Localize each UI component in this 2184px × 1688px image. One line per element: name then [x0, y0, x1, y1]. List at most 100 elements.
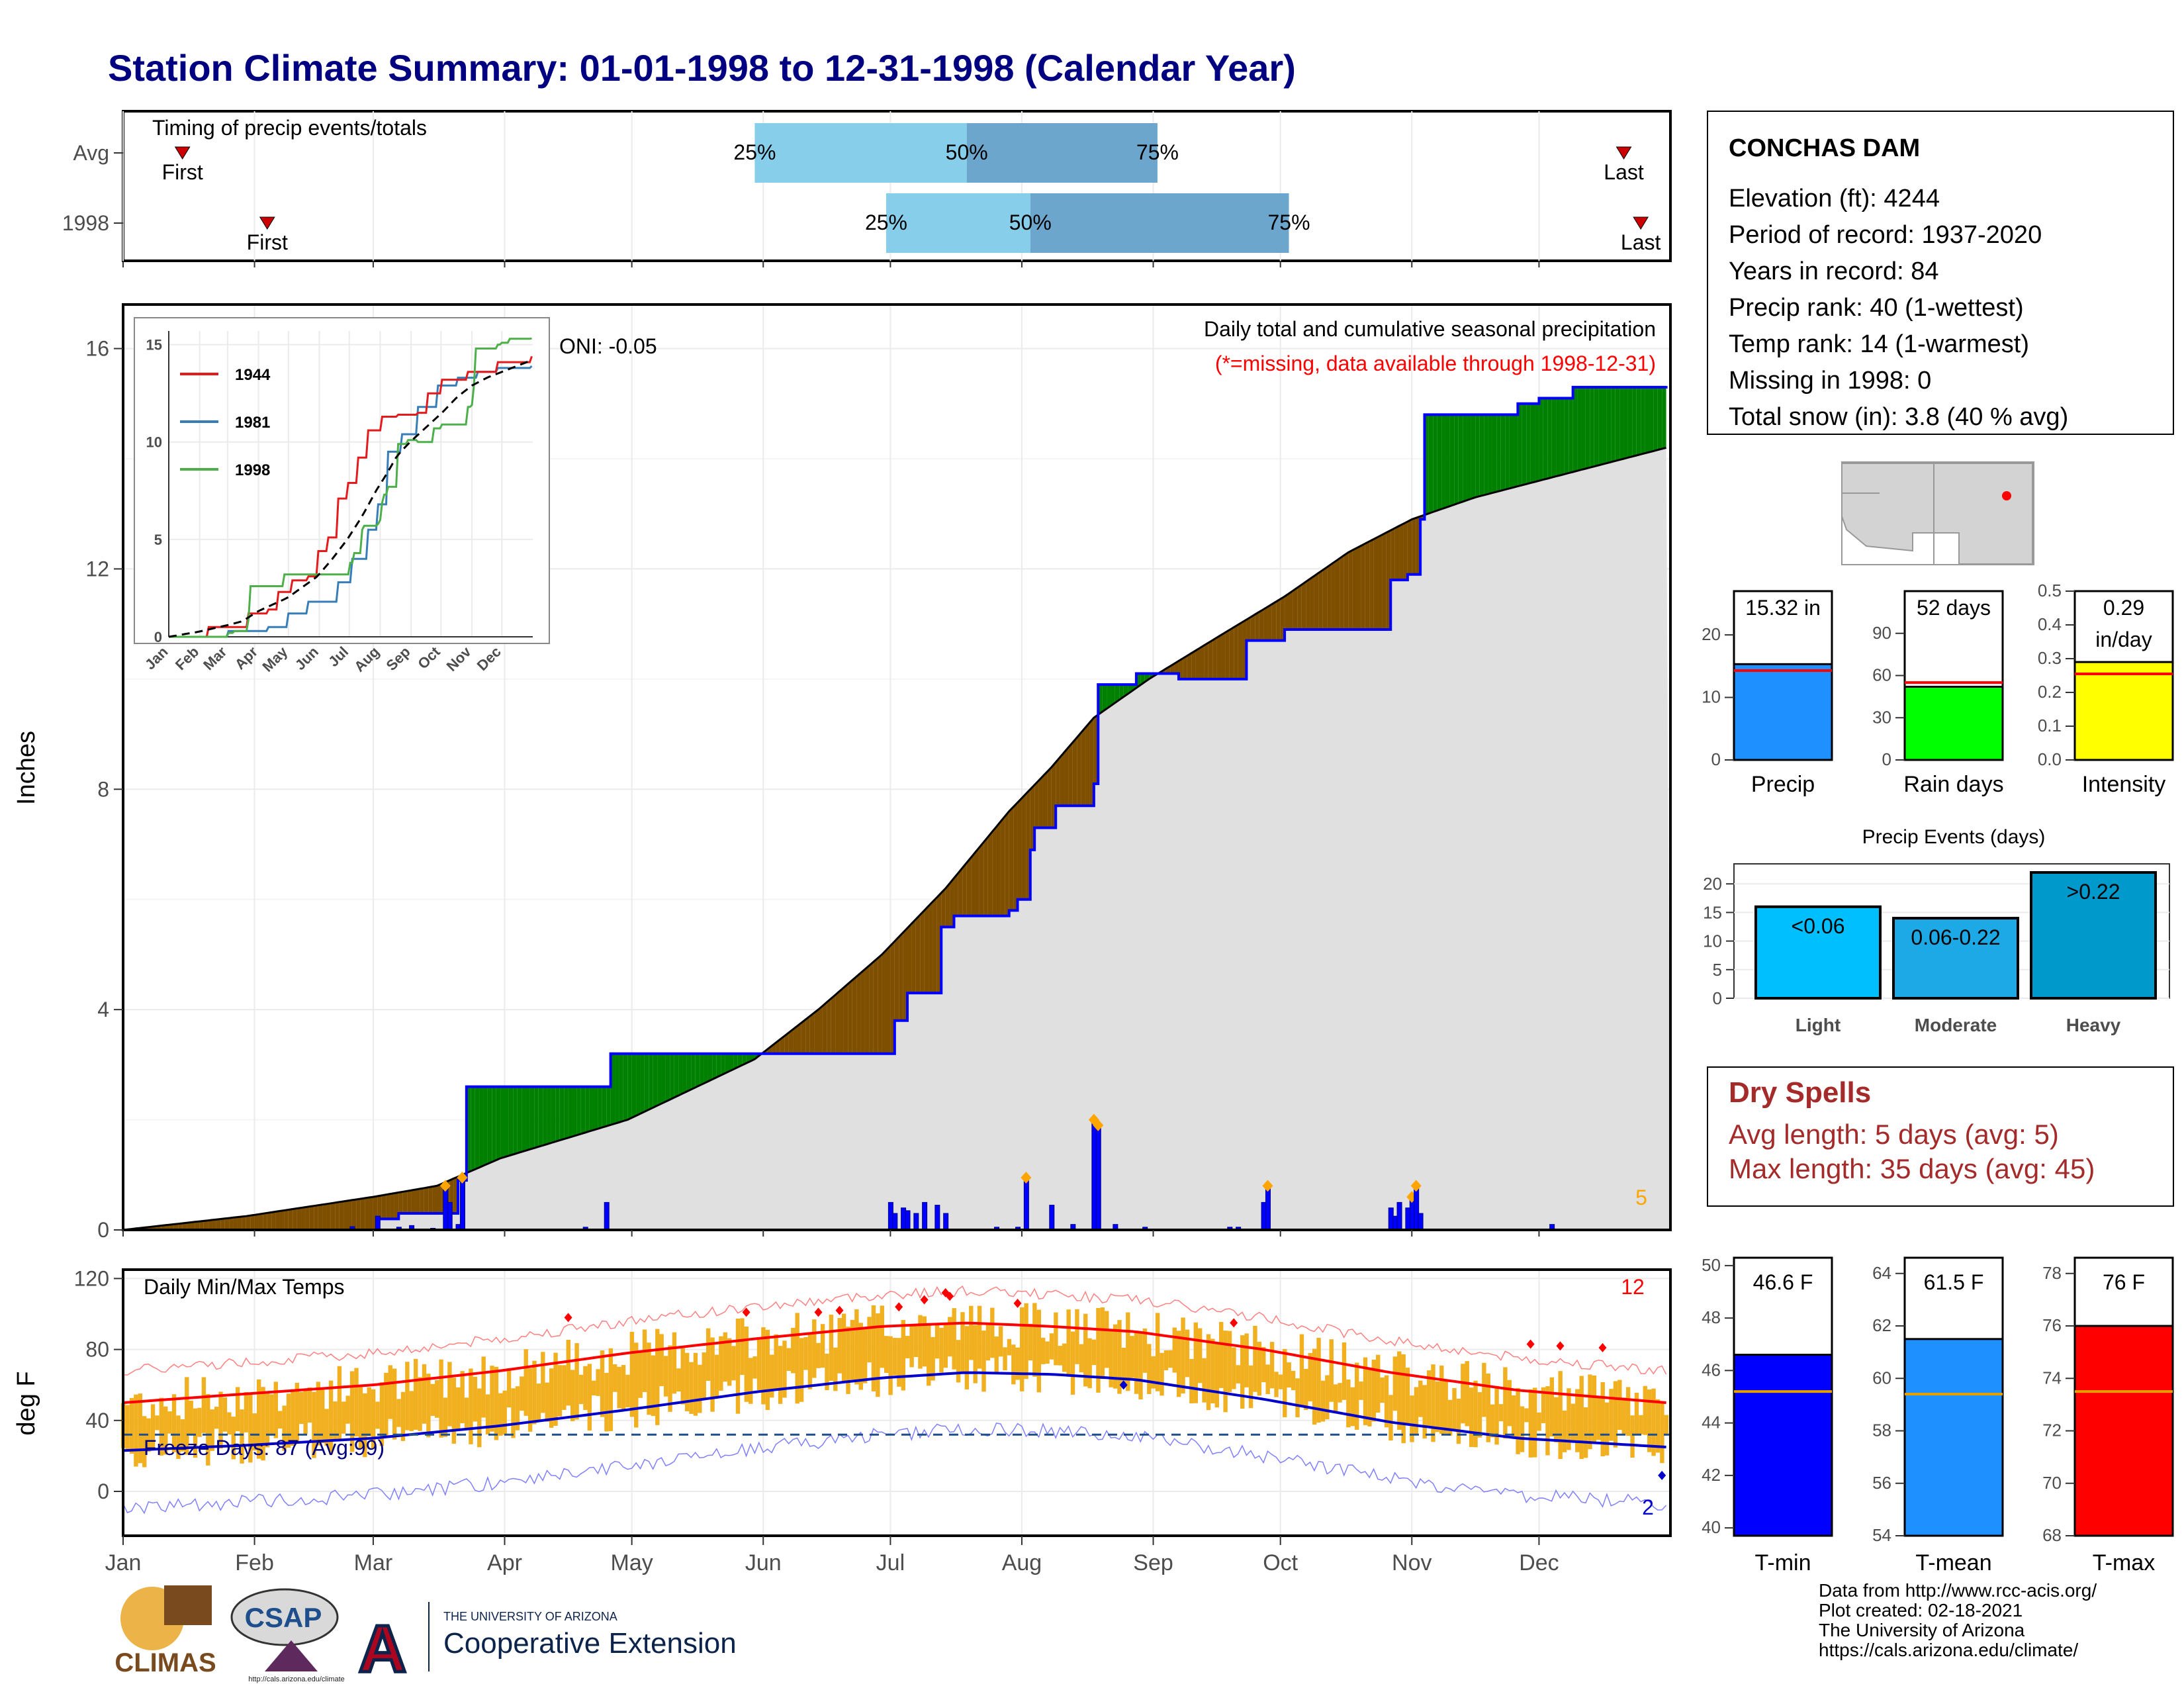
daily-temp-range: [1367, 1369, 1372, 1427]
surplus-segment: [1513, 414, 1518, 488]
quartile-label-75: 75%: [1136, 140, 1179, 164]
deficit-segment: [411, 1189, 416, 1214]
first-event-marker: [259, 216, 275, 230]
surplus-segment: [670, 1053, 674, 1100]
daily-precip-bar: [943, 1213, 949, 1231]
surplus-segment: [661, 1053, 666, 1104]
daily-temp-range: [613, 1364, 617, 1392]
surplus-segment: [1509, 414, 1514, 489]
daily-temp-range: [426, 1374, 431, 1438]
record-high-marker: [1556, 1341, 1565, 1351]
daily-temp-range: [905, 1336, 910, 1358]
precip-daily-bars: [349, 1113, 1555, 1231]
surplus-segment: [606, 1086, 611, 1127]
temp-panel-title: Daily Min/Max Temps: [144, 1275, 344, 1299]
deficit-segment: [996, 821, 1001, 916]
daily-temp-range: [1325, 1375, 1330, 1420]
quartile-bar-lower: [754, 123, 967, 183]
daily-temp-range: [176, 1415, 181, 1460]
daily-temp-range: [1075, 1309, 1079, 1364]
surplus-segment: [644, 1053, 649, 1112]
surplus-segment: [1585, 387, 1590, 469]
daily-temp-range: [901, 1320, 906, 1391]
surplus-segment: [1144, 673, 1150, 682]
record-high-marker: [742, 1307, 751, 1317]
daily-temp-range: [146, 1418, 151, 1452]
precip-event-category: Heavy: [2066, 1015, 2121, 1035]
record-high-marker: [895, 1302, 903, 1312]
daily-temp-range: [592, 1380, 596, 1395]
daily-temp-range: [384, 1372, 388, 1438]
daily-temp-range: [778, 1346, 783, 1404]
summary-bar-tick-label: 30: [1872, 707, 1891, 727]
surplus-segment: [742, 1053, 747, 1066]
dry-spells-max: Max length: 35 days (avg: 45): [1729, 1153, 2095, 1184]
daily-temp-range: [1461, 1364, 1465, 1424]
daily-temp-range: [553, 1352, 558, 1427]
inset-legend-label: 1998: [235, 461, 270, 479]
daily-temp-range: [456, 1387, 461, 1429]
deficit-segment: [1208, 640, 1213, 679]
surplus-segment: [1598, 387, 1603, 465]
daily-temp-range: [291, 1389, 295, 1446]
daily-temp-range: [1524, 1408, 1529, 1423]
daily-temp-range: [1202, 1358, 1206, 1403]
deficit-segment: [258, 1213, 263, 1230]
daily-temp-range: [388, 1365, 392, 1419]
surplus-segment: [1467, 414, 1471, 500]
temp-bar-label: T-min: [1755, 1550, 1811, 1575]
deficit-segment: [1382, 532, 1387, 630]
temp-bar-tick-label: 72: [2042, 1421, 2062, 1440]
daily-precip-bar: [922, 1201, 928, 1231]
temp-bar-value: [1903, 1338, 2004, 1537]
daily-temp-range: [1516, 1387, 1520, 1454]
deficit-segment: [398, 1192, 403, 1214]
credit-line: Data from http://www.rcc-acis.org/: [1819, 1580, 2097, 1601]
summary-bar-value-label: 15.32 in: [1745, 596, 1821, 620]
deficit-segment: [1340, 555, 1344, 630]
deficit-segment: [878, 954, 882, 1054]
precip-y-tick-label: 16: [85, 337, 109, 361]
deficit-segment: [1034, 780, 1039, 828]
daily-temp-range: [349, 1371, 355, 1452]
temp-y-tick-label: 0: [97, 1479, 109, 1503]
surplus-segment: [636, 1053, 641, 1116]
events-y-tick-label: 5: [1713, 960, 1722, 980]
precip-y-tick-label: 12: [85, 557, 109, 581]
daily-temp-range: [1121, 1347, 1126, 1383]
deficit-segment: [886, 945, 891, 1054]
deficit-segment: [805, 1016, 810, 1054]
deficit-segment: [428, 1186, 433, 1214]
ua-logo-small: THE UNIVERSITY OF ARIZONA: [443, 1610, 617, 1623]
daily-temp-range: [1117, 1320, 1122, 1394]
deficit-segment: [1238, 622, 1243, 679]
precip-panel: 0 4 8 12 16 Inches ONI: -0.05 Daily total an…: [13, 303, 1672, 1242]
daily-temp-range: [749, 1358, 753, 1404]
month-tick-label: Nov: [1392, 1550, 1432, 1575]
daily-temp-range: [405, 1362, 410, 1430]
summary-bar-value: [1733, 663, 1833, 761]
csap-logo-text: CSAP: [245, 1602, 322, 1633]
timing-quartile-bars: 25% 50% 75% First Last Avg 25% 50% 75% First Last 1…: [62, 123, 1661, 254]
deficit-segment: [233, 1217, 238, 1230]
surplus-segment: [1454, 414, 1459, 505]
deficit-segment: [924, 906, 929, 994]
month-tick-label: Jul: [876, 1550, 905, 1575]
deficit-segment: [839, 987, 844, 1054]
daily-temp-range: [1647, 1389, 1652, 1452]
surplus-segment: [691, 1053, 696, 1090]
daily-temp-range: [396, 1399, 401, 1427]
surplus-segment: [1543, 398, 1548, 480]
daily-temp-range: [180, 1419, 185, 1452]
quartile-label-50: 50%: [946, 140, 988, 164]
surplus-segment: [492, 1086, 496, 1162]
daily-temp-range: [1147, 1344, 1152, 1394]
deficit-segment: [894, 937, 899, 1021]
daily-temp-range: [977, 1305, 982, 1369]
daily-temp-range: [651, 1355, 656, 1417]
deficit-segment: [869, 962, 874, 1054]
daily-temp-range: [477, 1388, 482, 1448]
surplus-segment: [1530, 403, 1535, 483]
climas-logo-text: CLIMAS: [114, 1648, 216, 1677]
credit-line: The University of Arizona: [1819, 1620, 2025, 1640]
